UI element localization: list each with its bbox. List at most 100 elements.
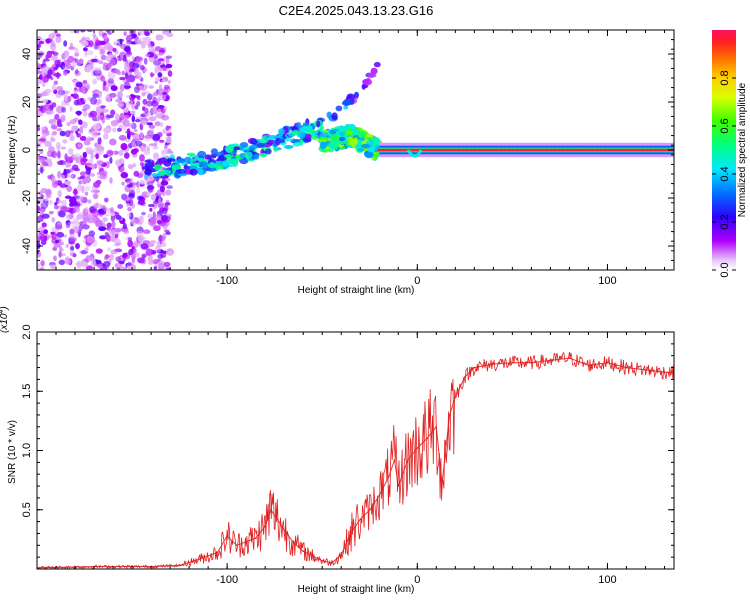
noise-blob xyxy=(150,193,157,201)
noise-blob xyxy=(67,148,74,155)
noise-blob xyxy=(144,53,151,58)
noise-blob xyxy=(40,202,48,209)
stable-track-point xyxy=(633,148,636,152)
noise-blob xyxy=(51,177,57,183)
noise-blob xyxy=(162,91,168,96)
noise-blob xyxy=(79,136,87,141)
noise-blob xyxy=(82,151,88,159)
noise-blob xyxy=(60,114,66,121)
noise-blob xyxy=(123,114,130,120)
track-blob xyxy=(364,151,374,159)
noise-blob xyxy=(104,197,109,203)
track-blob xyxy=(373,137,381,143)
track-blob xyxy=(273,147,278,152)
noise-blob xyxy=(126,203,130,207)
noise-blob xyxy=(104,231,109,237)
track-blob xyxy=(144,159,152,163)
noise-blob xyxy=(166,32,174,38)
noise-blob xyxy=(76,59,82,67)
noise-blob xyxy=(146,100,154,107)
noise-blob xyxy=(127,123,135,128)
track-blob xyxy=(324,146,331,150)
noise-blob xyxy=(159,122,164,127)
noise-blob xyxy=(75,156,80,164)
track-blob xyxy=(197,168,204,176)
noise-blob xyxy=(80,40,89,47)
x-tick-label: 0 xyxy=(414,275,420,287)
noise-blob xyxy=(102,65,109,71)
track-blob xyxy=(189,158,197,162)
noise-blob xyxy=(117,103,124,107)
noise-blob xyxy=(50,55,58,62)
noise-blob xyxy=(42,76,49,83)
noise-blob xyxy=(75,81,83,88)
track-blob xyxy=(256,143,266,148)
noise-blob xyxy=(90,173,95,177)
snr-x-tick-label: 100 xyxy=(598,574,616,586)
noise-blob xyxy=(98,30,104,37)
track-blob xyxy=(362,78,373,86)
noise-blob xyxy=(93,181,101,188)
noise-blob xyxy=(69,196,77,204)
noise-blob xyxy=(157,235,166,242)
noise-blob xyxy=(154,214,161,221)
noise-blob xyxy=(90,58,98,63)
snr-x-tick-label: -100 xyxy=(216,574,238,586)
noise-blob xyxy=(132,63,140,69)
noise-blob xyxy=(163,145,168,150)
noise-blob xyxy=(127,237,132,241)
noise-blob xyxy=(123,82,131,90)
noise-blob xyxy=(75,206,80,213)
snr-point xyxy=(511,362,514,364)
noise-blob xyxy=(37,43,42,48)
noise-blob xyxy=(117,204,124,209)
noise-blob xyxy=(149,240,157,244)
noise-blob xyxy=(143,57,148,65)
snr-scale-close: ) xyxy=(0,306,10,310)
noise-blob xyxy=(95,248,103,254)
snr-point xyxy=(378,494,381,497)
noise-blob xyxy=(37,141,42,148)
noise-blob xyxy=(109,177,113,184)
snr-y-tick-label: 1.5 xyxy=(21,384,33,399)
noise-blob xyxy=(93,163,98,169)
noise-blob xyxy=(164,216,171,222)
stable-track-point xyxy=(432,148,436,152)
stable-track-point xyxy=(482,148,486,152)
noise-blob xyxy=(92,193,99,200)
snr-point xyxy=(397,485,400,487)
snr-point xyxy=(216,551,219,554)
noise-blob xyxy=(165,231,171,235)
noise-blob xyxy=(55,36,62,44)
stable-track-point xyxy=(603,148,607,152)
noise-blob xyxy=(77,143,82,148)
snr-y-axis-label: SNR (10 * v/v) xyxy=(7,420,18,484)
noise-blob xyxy=(43,229,48,235)
noise-blob xyxy=(162,207,168,215)
noise-blob xyxy=(109,253,114,261)
noise-blob xyxy=(103,260,111,268)
snr-point xyxy=(292,542,295,544)
noise-blob xyxy=(98,226,107,231)
track-blob xyxy=(244,151,253,159)
noise-blob xyxy=(100,75,106,82)
noise-blob xyxy=(74,87,78,91)
noise-blob xyxy=(51,150,58,159)
noise-blob xyxy=(69,132,74,139)
noise-blob xyxy=(144,107,149,115)
snr-point xyxy=(530,362,533,364)
noise-blob xyxy=(139,65,145,71)
stable-track-point xyxy=(398,148,402,152)
noise-blob xyxy=(147,254,153,263)
track-blob xyxy=(296,122,302,130)
noise-blob xyxy=(124,152,130,159)
noise-blob xyxy=(54,113,60,120)
noise-blob xyxy=(112,47,117,53)
track-blob xyxy=(342,99,351,106)
noise-blob xyxy=(93,123,101,131)
noise-blob xyxy=(58,251,62,258)
noise-blob xyxy=(131,256,136,264)
noise-blob xyxy=(79,171,87,176)
noise-blob xyxy=(104,217,109,222)
noise-blob xyxy=(91,129,99,138)
